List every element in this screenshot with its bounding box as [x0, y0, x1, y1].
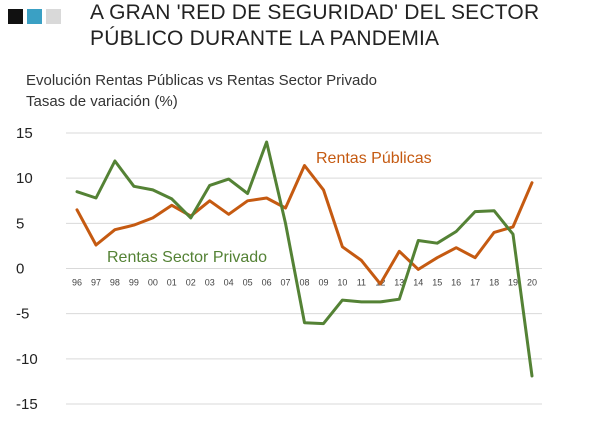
x-tick-label: 00 — [148, 278, 158, 288]
x-tick-label: 13 — [394, 278, 404, 288]
page-title: A GRAN 'RED DE SEGURIDAD' DEL SECTOR PÚB… — [90, 1, 540, 50]
x-tick-label: 14 — [413, 278, 423, 288]
y-tick-label: 10 — [16, 170, 33, 187]
gridlines — [66, 132, 542, 405]
x-tick-label: 11 — [357, 278, 366, 288]
x-tick-label: 09 — [318, 278, 328, 288]
x-tick-label: 19 — [508, 278, 518, 288]
x-tick-label: 10 — [337, 278, 347, 288]
x-axis-ticks: 96 97 98 99 00 01 02 03 04 05 06 07 08 09 10 11 12 13 14 15… — [72, 278, 537, 288]
x-tick-label: 17 — [470, 278, 480, 288]
y-tick-label: 15 — [16, 125, 33, 142]
x-tick-label: 06 — [262, 278, 272, 288]
y-axis-ticks: 15 10 5 0 -5 -10 -15 — [16, 125, 38, 413]
series-line-rentas-publicas — [75, 164, 534, 286]
blue-square-icon — [27, 9, 42, 24]
header — [8, 6, 588, 60]
grey-square-icon — [46, 9, 61, 24]
x-tick-label: 02 — [186, 278, 196, 288]
x-tick-label: 05 — [243, 278, 253, 288]
y-tick-label: 5 — [16, 215, 24, 232]
y-tick-label: -5 — [16, 306, 29, 323]
series-label: Rentas Sector Privado — [107, 249, 267, 266]
x-tick-label: 20 — [527, 278, 537, 288]
y-tick-label: 0 — [16, 261, 24, 278]
y-tick-label: -15 — [16, 396, 38, 413]
y-tick-label: -10 — [16, 351, 38, 368]
x-tick-label: 07 — [281, 278, 291, 288]
chart-subtitle: Tasas de variación (%) — [26, 93, 178, 110]
chart-title: Evolución Rentas Públicas vs Rentas Sect… — [26, 72, 378, 89]
x-tick-label: 99 — [129, 278, 139, 288]
x-tick-label: 04 — [224, 278, 234, 288]
series-line-rentas-sector-privado — [75, 140, 534, 378]
series-label: Rentas Públicas — [316, 150, 432, 167]
x-tick-label: 98 — [110, 278, 120, 288]
x-tick-label: 16 — [451, 278, 461, 288]
series-lines — [75, 140, 534, 378]
black-square-icon — [8, 9, 23, 24]
x-tick-label: 08 — [299, 278, 309, 288]
x-tick-label: 03 — [205, 278, 215, 288]
x-tick-label: 01 — [167, 278, 177, 288]
x-tick-label: 97 — [91, 278, 101, 288]
x-tick-label: 96 — [72, 278, 82, 288]
x-tick-label: 15 — [432, 278, 442, 288]
x-tick-label: 18 — [489, 278, 499, 288]
series-labels: Rentas Públicas Rentas Sector Privado — [107, 150, 432, 266]
